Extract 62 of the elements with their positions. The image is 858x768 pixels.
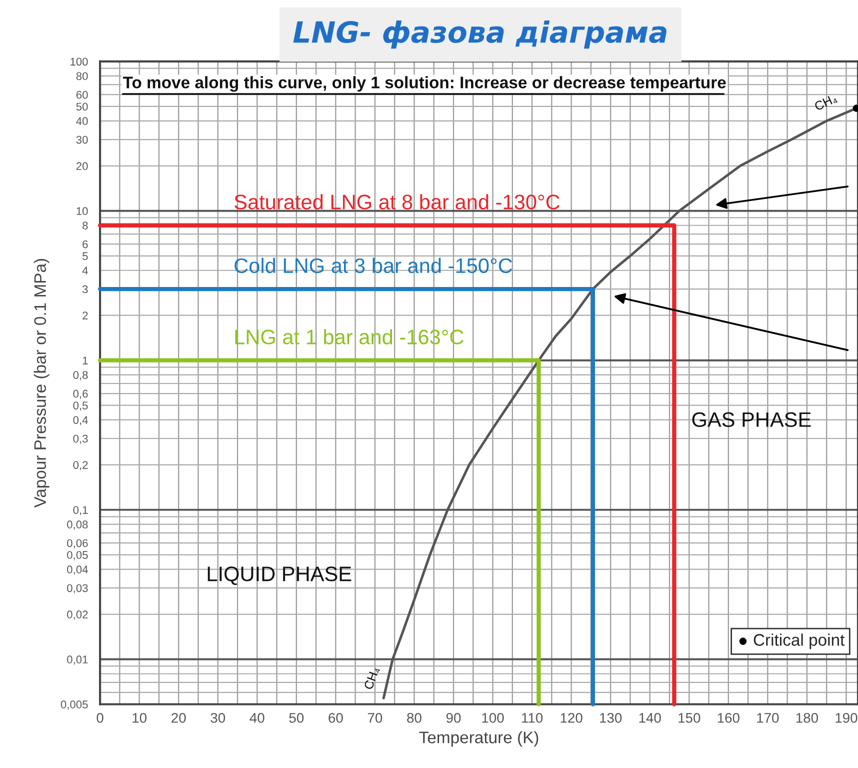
y-tick-label: 0,05 (67, 551, 88, 560)
y-tick-label: 0,06 (67, 539, 88, 548)
y-tick-label: 0,005 (60, 700, 88, 710)
y-tick-label: 0,08 (67, 520, 88, 530)
x-tick-label: 80 (407, 712, 422, 723)
x-tick-label: 90 (446, 712, 461, 723)
x-tick-label: 10 (132, 712, 146, 723)
annotation: CH₄ (814, 94, 838, 112)
x-tick-label: 30 (210, 712, 226, 723)
annotation: CH₄ (364, 666, 380, 690)
chart-title: LNG- фазова діаграма (293, 20, 666, 49)
series-label: Saturated LNG at 8 bar and -130°C (234, 194, 560, 210)
x-tick-label: 110 (522, 712, 543, 723)
x-tick-label: 60 (328, 712, 343, 723)
x-tick-label: 100 (482, 712, 504, 723)
y-tick-label: 60 (76, 90, 88, 99)
y-tick-label: 0,03 (67, 584, 88, 594)
y-tick-label: 0,02 (67, 610, 88, 620)
x-tick-label: 140 (639, 712, 661, 723)
annotation: GAS PHASE (692, 412, 811, 428)
x-tick-label: 50 (289, 712, 304, 723)
y-tick-label: 0,6 (73, 390, 88, 399)
y-tick-label: 4 (82, 266, 88, 274)
y-tick-label: 3 (82, 285, 88, 294)
y-tick-label: 10 (76, 207, 88, 216)
y-tick-label: 0,04 (67, 566, 88, 575)
y-tick-label: 80 (76, 72, 88, 80)
legend-label: Critical point (754, 634, 845, 650)
y-tick-label: 0,5 (73, 402, 88, 411)
y-tick-label: 0,4 (73, 416, 88, 426)
y-tick-label: 0,8 (73, 371, 88, 380)
y-tick-label: 0,2 (73, 461, 88, 470)
y-tick-label: 100 (70, 58, 88, 66)
y-tick-label: 0,01 (67, 656, 88, 665)
series-label: LNG at 1 bar and -163°C (235, 329, 464, 344)
x-tick-label: 180 (796, 712, 818, 723)
y-tick-label: 8 (82, 222, 88, 230)
x-axis-title: Temperature (K) (419, 731, 538, 747)
y-tick-label: 30 (76, 136, 88, 144)
annotation: LIQUID PHASE (208, 566, 352, 586)
x-tick-label: 120 (560, 712, 582, 723)
x-tick-label: 190 (836, 712, 858, 723)
y-tick-label: 1 (82, 356, 88, 364)
x-tick-label: 40 (250, 712, 264, 723)
x-tick-label: 150 (678, 712, 700, 723)
y-tick-label: 20 (76, 162, 88, 170)
y-tick-label: 0,3 (73, 434, 88, 444)
y-tick-label: 5 (82, 252, 88, 260)
x-tick-label: 20 (172, 712, 186, 723)
y-axis-title: Vapour Pressure (bar or 0.1 MPa) (34, 258, 50, 508)
x-tick-label: 170 (757, 712, 779, 723)
series-label: Cold LNG at 3 bar and -150°C (234, 258, 512, 274)
x-tick-label: 130 (600, 712, 622, 723)
y-tick-label: 0,1 (73, 506, 88, 516)
y-tick-label: 6 (82, 240, 88, 248)
x-tick-label: 0 (96, 712, 104, 723)
x-tick-label: 160 (718, 712, 740, 723)
x-tick-label: 70 (368, 712, 382, 723)
annotation: To move along this curve, only 1 solution: Increase or decrease tempearture (122, 76, 726, 92)
y-tick-label: 2 (82, 312, 88, 320)
y-tick-label: 50 (76, 102, 88, 111)
y-tick-label: 40 (76, 117, 88, 126)
